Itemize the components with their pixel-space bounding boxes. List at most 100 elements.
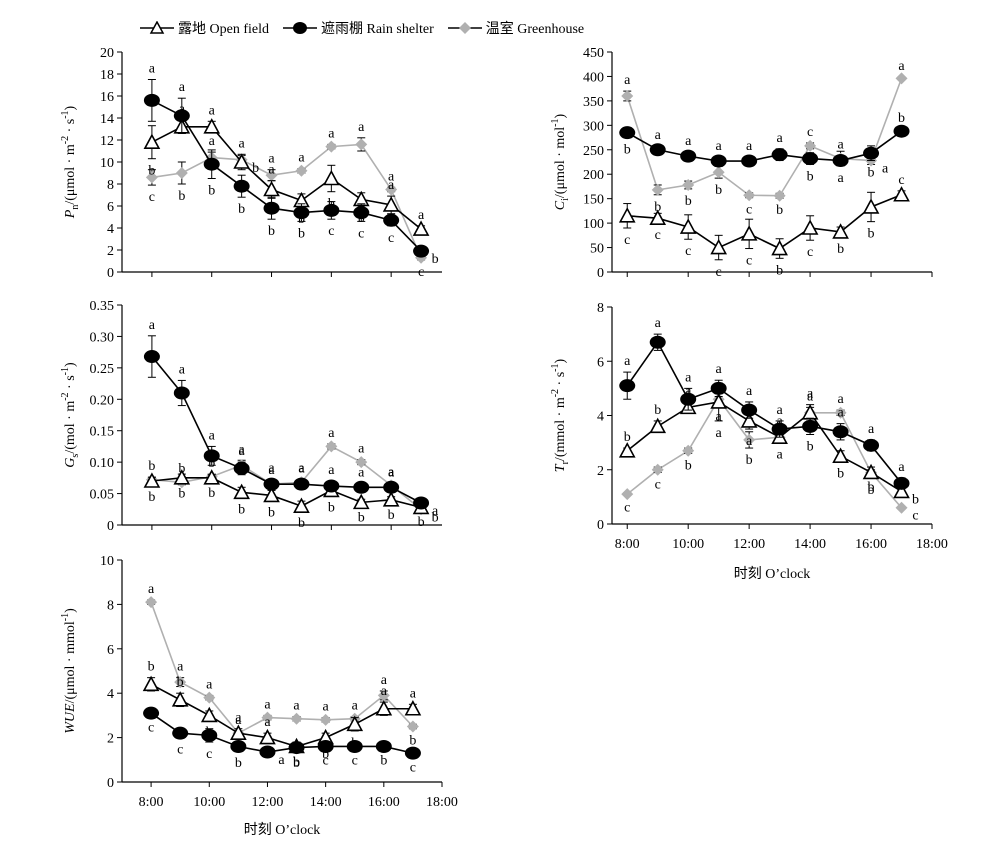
significance-letter: b [328,500,335,515]
significance-letter: b [807,169,814,184]
marker-green [415,251,428,264]
significance-letter: c [912,509,918,524]
significance-letter: a [268,463,275,478]
marker-open [203,469,221,485]
series-rain: cc cb a b c c b c [143,706,421,775]
marker-rain [353,206,370,220]
significance-letter: b [776,203,783,218]
marker-green [319,713,332,726]
significance-letter: a [381,673,388,688]
significance-letter: b [685,458,692,473]
y-tick-label: 0.10 [90,456,115,471]
y-tick-label: 200 [583,168,604,183]
legend-item-green: 温室 Greenhouse [447,18,584,38]
significance-letter: a [685,134,692,149]
significance-letter: a [328,126,335,141]
marker-rain [293,477,310,491]
y-tick-label: 0.25 [90,362,115,377]
y-tick-label: 10 [100,156,114,171]
marker-open [404,700,422,716]
y-tick-label: 2 [107,732,114,747]
significance-letter: a [898,460,905,475]
greenhouse-marker-icon [447,22,482,34]
y-axis-title: Ci/(μmol · mol-1) [550,113,571,210]
legend: 露地 Open field 遮雨棚 Rain shelter 温室 Greenh… [140,14,598,42]
x-tick-label: 14:00 [794,537,826,552]
significance-letter: a [328,426,335,441]
marker-open [143,133,161,149]
series-line-open [150,683,413,748]
x-tick-label: 10:00 [193,795,225,810]
marker-green [290,712,303,725]
y-tick-label: 0 [597,266,604,281]
marker-rain [143,93,160,107]
marker-rain [173,386,190,400]
significance-letter: b [654,200,661,215]
marker-rain [771,422,788,436]
significance-letter: a [298,462,305,477]
significance-letter: b [837,467,844,482]
marker-open [233,153,250,169]
y-tick-label: 0 [107,519,114,534]
marker-rain [413,244,430,258]
significance-letter: a [209,428,216,443]
significance-letter: b [868,483,875,498]
significance-letter: a [239,442,246,457]
marker-open [740,412,758,428]
significance-letter: a [432,504,439,519]
x-tick-label: 14:00 [310,795,342,810]
significance-letter: c [418,265,424,280]
significance-letter: c [685,244,691,259]
y-tick-label: 8 [597,301,604,316]
significance-letter: a [388,169,395,184]
x-tick-label: 10:00 [672,537,704,552]
series-line-green [626,397,903,509]
significance-letter: a [206,677,213,692]
y-tick-label: 6 [107,200,114,215]
marker-green [651,463,664,476]
series-line-open [627,194,902,250]
marker-rain [832,154,849,168]
significance-letter: b [837,242,844,257]
series-line-rain [150,712,414,754]
y-tick-label: 0 [597,518,604,533]
significance-letter: c [655,228,661,243]
marker-green [651,183,664,196]
significance-letter: b [293,756,300,771]
significance-letter: b [238,502,245,517]
marker-rain [353,480,370,494]
panel-gs: 0 0.05 0.10 0.15 0.20 0.25 0.30 0.35 Gs/(mol · m… [60,299,442,534]
marker-green [773,189,786,202]
significance-letter: a [235,711,242,726]
marker-rain [143,706,160,720]
y-tick-label: 2 [597,464,604,479]
significance-letter: a [624,73,631,88]
significance-letter: a [388,178,395,193]
significance-letter: a [868,422,875,437]
marker-rain [710,154,727,168]
marker-rain [413,496,430,510]
significance-letter: b [208,486,215,501]
significance-letter: a [358,466,365,481]
y-tick-label: 2 [107,244,114,259]
marker-green [355,138,368,151]
marker-rain [619,126,636,140]
significance-letter: b [268,224,275,239]
y-tick-label: 50 [590,242,604,257]
x-axis-title: 时刻 O’clock [734,566,811,582]
significance-letter: a [209,134,216,149]
marker-open [323,169,340,186]
marker-rain [404,746,421,760]
significance-letter: c [807,245,813,260]
significance-letter: a [655,128,662,143]
significance-letter: a [410,686,417,701]
marker-green [743,433,756,446]
significance-letter: a [239,444,246,459]
significance-letter: c [746,254,752,269]
marker-open [832,447,849,463]
x-tick-label: 12:00 [252,795,284,810]
y-tick-label: 4 [597,410,604,425]
marker-rain [771,148,788,162]
